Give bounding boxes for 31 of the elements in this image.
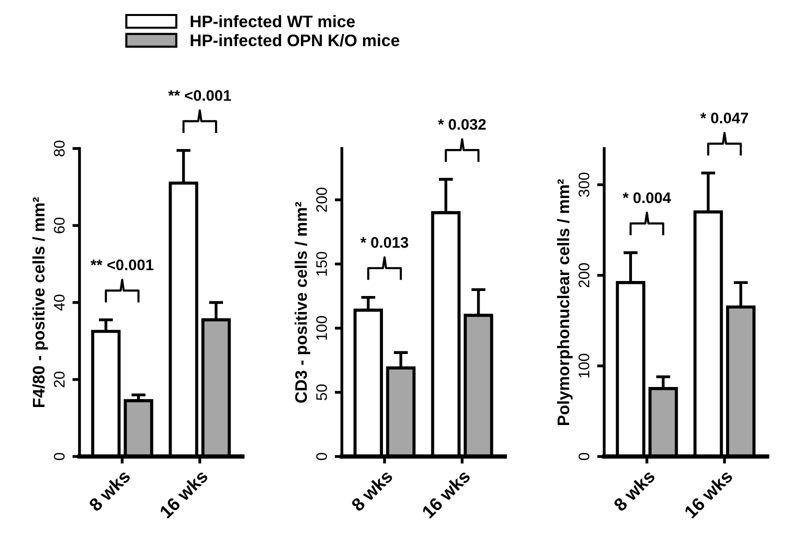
text: * 0.047 <box>700 112 748 124</box>
text: ** <0.001 <box>168 90 232 101</box>
y-tick-label: 40 <box>54 294 65 311</box>
legend-label: HP-infected WT mice <box>190 15 355 28</box>
y-tick-label: 100 <box>316 316 328 340</box>
y-tick-label: 60 <box>54 218 65 234</box>
y-axis-title: Polymorphonuclear cells / mm² <box>557 179 573 426</box>
y-tick-label: 150 <box>316 252 328 276</box>
annotation: * 0.013 <box>360 237 408 248</box>
y-axis-title: F4/80 - positive cells / mm² <box>32 197 48 407</box>
x-tick-label: 8 wks <box>350 468 394 512</box>
x-tick-label: 16 wks <box>421 468 471 519</box>
x-tick-label: 8 wks <box>88 468 132 512</box>
y-tick-label: 0 <box>316 452 328 460</box>
annotation: * 0.004 <box>622 192 672 204</box>
legend-label: HP-infected OPN K/O mice <box>190 34 400 46</box>
y-tick-label: 0 <box>54 452 65 460</box>
y-tick-label: 300 <box>578 172 590 197</box>
x-tick-label: 8 wks <box>612 468 656 512</box>
y-axis-title: CD3 - positive cells / mm² <box>294 202 310 403</box>
x-tick-label: 16 wks <box>158 468 209 519</box>
annotation: ** <0.001 <box>90 259 154 270</box>
y-tick-label: 20 <box>54 372 65 388</box>
text: * 0.032 <box>438 118 486 130</box>
y-tick-label: 100 <box>578 354 590 378</box>
y-tick-label: 80 <box>54 140 65 156</box>
y-tick-label: 200 <box>578 263 590 288</box>
y-tick-label: 50 <box>316 384 328 400</box>
y-tick-label: 200 <box>316 188 328 212</box>
x-tick-label: 16 wks <box>683 468 734 519</box>
y-tick-label: 0 <box>578 452 590 460</box>
